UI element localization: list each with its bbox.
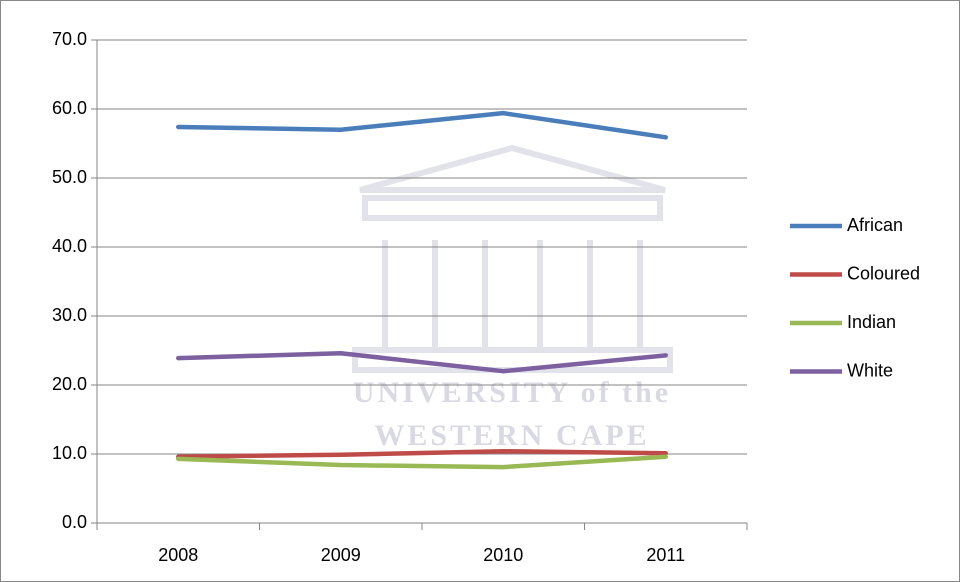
x-tick-label: 2009 bbox=[321, 545, 361, 565]
y-tick-label: 50.0 bbox=[52, 167, 87, 187]
y-tick-label: 0.0 bbox=[62, 512, 87, 532]
y-tick-label: 10.0 bbox=[52, 443, 87, 463]
legend-label: White bbox=[847, 360, 893, 380]
legend-label: Coloured bbox=[847, 263, 920, 283]
series-line bbox=[176, 448, 668, 460]
x-tick-label: 2008 bbox=[158, 545, 198, 565]
y-tick-label: 70.0 bbox=[52, 29, 87, 49]
series-line bbox=[176, 351, 668, 374]
x-tick-label: 2010 bbox=[483, 545, 523, 565]
y-tick-label: 20.0 bbox=[52, 374, 87, 394]
y-tick-label: 40.0 bbox=[52, 236, 87, 256]
legend-label: Indian bbox=[847, 312, 896, 332]
y-tick-label: 30.0 bbox=[52, 305, 87, 325]
y-tick-label: 60.0 bbox=[52, 98, 87, 118]
legend-label: African bbox=[847, 215, 903, 235]
series-line bbox=[176, 454, 668, 470]
watermark-text: WESTERN CAPE bbox=[374, 419, 649, 452]
x-tick-label: 2011 bbox=[646, 545, 685, 565]
series-line bbox=[176, 110, 668, 140]
watermark-text: UNIVERSITY of the bbox=[353, 376, 671, 409]
